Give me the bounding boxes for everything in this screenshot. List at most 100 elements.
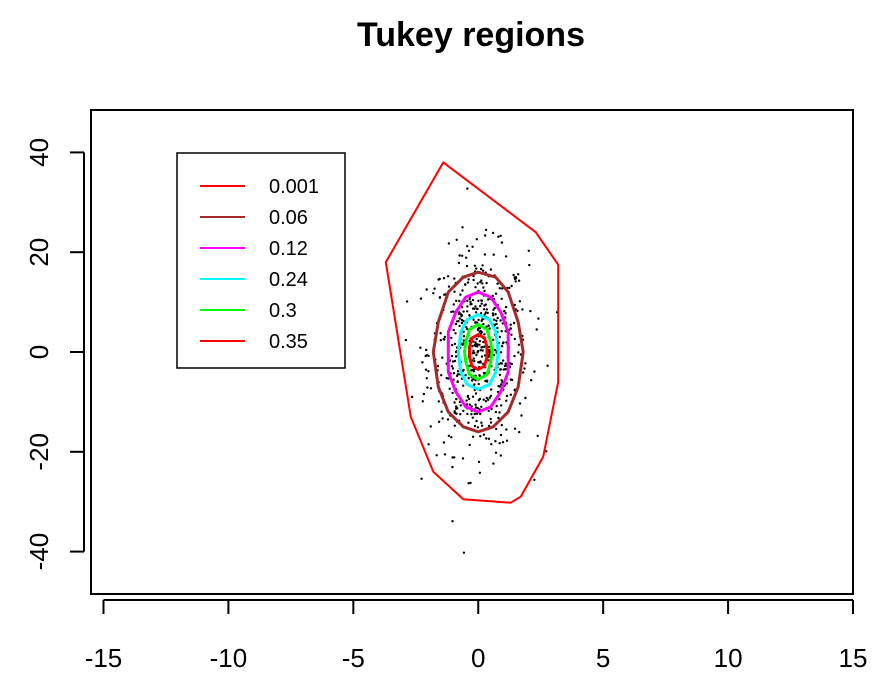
data-point xyxy=(478,471,482,474)
data-point xyxy=(462,551,466,554)
data-point xyxy=(450,310,453,314)
data-point xyxy=(494,451,498,454)
data-point xyxy=(481,264,484,267)
data-point xyxy=(447,242,451,245)
data-point xyxy=(454,350,458,354)
x-axis: -15 -10 -5 0 5 10 15 xyxy=(85,599,867,673)
data-point xyxy=(545,450,548,453)
data-point xyxy=(419,297,423,300)
data-point xyxy=(474,311,478,314)
data-point xyxy=(475,337,478,341)
legend: 0.001 0.06 0.12 0.24 0.3 0.35 xyxy=(176,152,346,369)
data-point xyxy=(474,321,477,324)
data-point xyxy=(480,424,484,427)
data-point xyxy=(483,289,486,293)
data-point xyxy=(455,397,458,401)
data-point xyxy=(474,403,477,406)
data-point xyxy=(419,346,422,349)
data-point xyxy=(510,378,514,382)
data-point xyxy=(482,398,485,401)
data-point xyxy=(522,371,525,374)
data-point xyxy=(443,293,446,296)
data-point xyxy=(468,314,471,317)
data-point xyxy=(450,336,453,340)
data-point xyxy=(518,300,522,303)
data-point xyxy=(471,298,475,302)
data-point xyxy=(456,370,460,373)
data-point xyxy=(443,453,447,456)
data-point xyxy=(500,330,503,333)
data-point xyxy=(513,427,517,430)
data-point xyxy=(477,326,481,329)
data-point xyxy=(410,395,414,399)
data-point xyxy=(492,314,495,317)
data-point xyxy=(438,296,442,299)
data-point xyxy=(462,310,465,313)
data-point xyxy=(473,360,476,363)
data-point xyxy=(461,369,465,372)
data-point xyxy=(455,412,458,415)
data-point xyxy=(478,361,481,364)
data-point xyxy=(500,404,503,407)
data-point xyxy=(466,327,469,331)
data-point xyxy=(520,414,523,417)
data-point xyxy=(496,316,499,320)
data-point xyxy=(451,465,454,469)
data-point xyxy=(501,441,505,444)
data-point xyxy=(500,241,504,244)
data-point xyxy=(460,306,464,309)
data-point xyxy=(435,454,438,457)
data-point xyxy=(504,255,508,258)
contour-depth-0.001 xyxy=(384,161,560,504)
data-point xyxy=(433,287,436,290)
data-point xyxy=(475,406,478,409)
data-point xyxy=(476,282,479,285)
data-point xyxy=(453,424,456,427)
data-point xyxy=(459,293,462,296)
data-point xyxy=(537,317,540,320)
data-point xyxy=(499,368,503,371)
data-point xyxy=(437,278,440,281)
data-point xyxy=(490,443,493,446)
data-point xyxy=(470,368,474,372)
chart-title: Tukey regions xyxy=(357,16,585,54)
data-point xyxy=(509,393,512,396)
data-point xyxy=(499,433,503,437)
data-point xyxy=(536,434,539,438)
data-point xyxy=(442,441,446,444)
data-point xyxy=(500,423,503,427)
data-point xyxy=(492,308,495,311)
data-point xyxy=(505,382,509,385)
data-point xyxy=(498,335,501,339)
data-point xyxy=(475,353,478,357)
data-point xyxy=(514,280,517,283)
data-point xyxy=(488,396,491,399)
data-point xyxy=(480,279,483,282)
data-point xyxy=(440,374,443,377)
y-tick-label: -20 xyxy=(24,433,54,471)
data-point xyxy=(500,379,503,382)
data-point xyxy=(458,317,461,320)
data-point xyxy=(485,396,488,400)
data-point xyxy=(448,387,451,390)
data-point xyxy=(460,321,464,325)
y-tick-label: 0 xyxy=(24,345,54,359)
data-point xyxy=(451,520,454,523)
legend-label: 0.35 xyxy=(269,331,308,353)
data-point xyxy=(466,281,470,284)
data-point xyxy=(501,359,505,362)
data-point xyxy=(484,311,487,314)
data-point xyxy=(436,364,440,368)
data-point xyxy=(405,300,409,303)
data-point xyxy=(424,368,428,371)
data-point xyxy=(467,377,470,380)
data-point xyxy=(502,368,505,371)
data-point xyxy=(492,462,495,465)
data-point xyxy=(478,330,481,334)
data-point xyxy=(504,362,507,365)
data-point xyxy=(517,273,520,276)
data-point xyxy=(481,269,485,272)
data-point xyxy=(467,482,470,485)
data-point xyxy=(475,238,478,241)
data-point xyxy=(447,434,451,437)
